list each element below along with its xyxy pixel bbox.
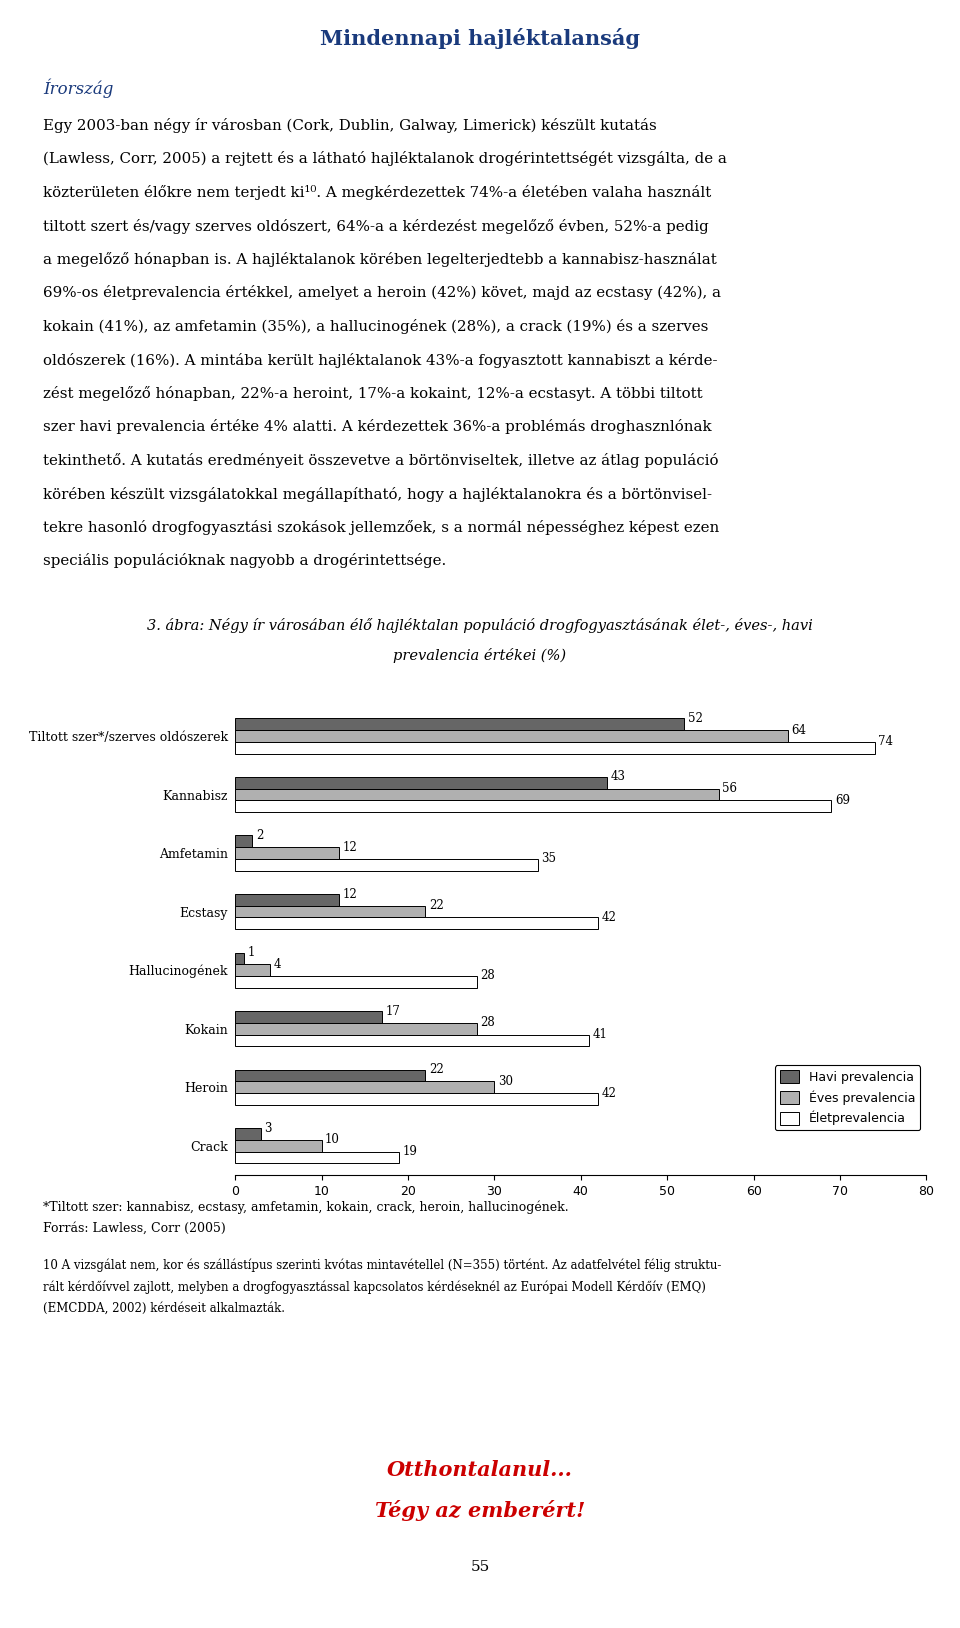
- Bar: [235, 718, 684, 729]
- Text: tiltott szert és/vagy szerves oldószert, 64%-a a kérdezést megelőző évben, 52%-a: tiltott szert és/vagy szerves oldószert,…: [43, 218, 708, 233]
- Text: Forrás: Lawless, Corr (2005): Forrás: Lawless, Corr (2005): [43, 1223, 226, 1236]
- Bar: [235, 1128, 261, 1140]
- Text: közterületen élőkre nem terjedt ki¹⁰. A megkérdezettek 74%-a életében valaha has: közterületen élőkre nem terjedt ki¹⁰. A …: [43, 186, 711, 200]
- Bar: [235, 801, 831, 812]
- Text: tekre hasonló drogfogyasztási szokások jellemzőek, s a normál népességhez képest: tekre hasonló drogfogyasztási szokások j…: [43, 519, 719, 536]
- Bar: [235, 742, 875, 754]
- Bar: [235, 975, 477, 988]
- Text: 22: 22: [429, 1063, 444, 1076]
- Text: 1: 1: [248, 946, 254, 959]
- Text: 10: 10: [325, 1133, 340, 1146]
- Text: 4: 4: [274, 957, 280, 970]
- Bar: [235, 964, 270, 975]
- Text: prevalencia értékei (%): prevalencia értékei (%): [394, 648, 566, 663]
- Text: 2: 2: [256, 829, 263, 842]
- Text: 42: 42: [602, 912, 616, 925]
- Text: Otthontalanul...: Otthontalanul...: [387, 1460, 573, 1480]
- Bar: [235, 1140, 322, 1151]
- Text: 10 A vizsgálat nem, kor és szállástípus szerinti kvótas mintavétellel (N=355) tö: 10 A vizsgálat nem, kor és szállástípus …: [43, 1258, 722, 1271]
- Text: tekinthető. A kutatás eredményeit összevetve a börtönviseltek, illetve az átlag : tekinthető. A kutatás eredményeit összev…: [43, 453, 719, 467]
- Text: speciális populációknak nagyobb a drogérintettsége.: speciális populációknak nagyobb a drogér…: [43, 554, 446, 568]
- Text: Egy 2003-ban négy ír városban (Cork, Dublin, Galway, Limerick) készült kutatás: Egy 2003-ban négy ír városban (Cork, Dub…: [43, 117, 657, 133]
- Text: 43: 43: [611, 770, 625, 783]
- Text: 28: 28: [481, 1016, 495, 1029]
- Text: 17: 17: [386, 1004, 400, 1018]
- Text: 56: 56: [723, 781, 737, 794]
- Text: 41: 41: [593, 1027, 608, 1040]
- Text: 35: 35: [541, 853, 556, 866]
- Bar: [235, 847, 339, 860]
- Bar: [235, 1151, 399, 1164]
- Text: (Lawless, Corr, 2005) a rejtett és a látható hajléktalanok drogérintettségét viz: (Lawless, Corr, 2005) a rejtett és a lát…: [43, 151, 727, 166]
- Text: Írország: Írország: [43, 78, 113, 98]
- Text: körében készült vizsgálatokkal megállapítható, hogy a hajléktalanokra és a börtö: körében készült vizsgálatokkal megállapí…: [43, 487, 712, 501]
- Text: szer havi prevalencia értéke 4% alatti. A kérdezettek 36%-a problémás droghasznl: szer havi prevalencia értéke 4% alatti. …: [43, 420, 711, 435]
- Legend: Havi prevalencia, Éves prevalencia, Életprevalencia: Havi prevalencia, Éves prevalencia, Élet…: [775, 1065, 920, 1130]
- Text: 12: 12: [343, 887, 357, 900]
- Bar: [235, 905, 425, 918]
- Bar: [235, 729, 788, 742]
- Text: 22: 22: [429, 899, 444, 912]
- Text: 28: 28: [481, 970, 495, 982]
- Text: *Tiltott szer: kannabisz, ecstasy, amfetamin, kokain, crack, heroin, hallucinogé: *Tiltott szer: kannabisz, ecstasy, amfet…: [43, 1200, 569, 1213]
- Text: 3: 3: [265, 1122, 272, 1135]
- Text: oldószerek (16%). A mintába került hajléktalanok 43%-a fogyasztott kannabiszt a : oldószerek (16%). A mintába került hajlé…: [43, 353, 718, 368]
- Bar: [235, 788, 719, 801]
- Text: 12: 12: [343, 840, 357, 853]
- Bar: [235, 894, 339, 905]
- Text: 69%-os életprevalencia értékkel, amelyet a heroin (42%) követ, majd az ecstasy (: 69%-os életprevalencia értékkel, amelyet…: [43, 285, 721, 301]
- Text: 3. ábra: Négy ír városában élő hajléktalan populáció drogfogyasztásának élet-, é: 3. ábra: Négy ír városában élő hajléktal…: [147, 619, 813, 633]
- Bar: [235, 1034, 589, 1047]
- Text: 55: 55: [470, 1560, 490, 1574]
- Bar: [235, 1092, 598, 1105]
- Text: 69: 69: [835, 794, 850, 807]
- Bar: [235, 860, 538, 871]
- Text: Tégy az emberért!: Tégy az emberért!: [374, 1499, 586, 1521]
- Bar: [235, 918, 598, 930]
- Text: a megelőző hónapban is. A hajléktalanok körében legelterjedtebb a kannabisz-hasz: a megelőző hónapban is. A hajléktalanok …: [43, 252, 717, 267]
- Bar: [235, 1070, 425, 1081]
- Bar: [235, 1022, 477, 1034]
- Text: 64: 64: [792, 723, 806, 736]
- Text: 74: 74: [878, 736, 893, 749]
- Text: rált kérdőívvel zajlott, melyben a drogfogyasztással kapcsolatos kérdéseknél az : rált kérdőívvel zajlott, melyben a drogf…: [43, 1280, 706, 1294]
- Text: 52: 52: [688, 711, 703, 724]
- Text: Mindennapi hajléktalanság: Mindennapi hajléktalanság: [320, 28, 640, 49]
- Text: 42: 42: [602, 1086, 616, 1099]
- Bar: [235, 835, 252, 847]
- Text: 19: 19: [403, 1144, 418, 1158]
- Bar: [235, 1081, 494, 1092]
- Bar: [235, 952, 244, 964]
- Bar: [235, 777, 607, 788]
- Text: 30: 30: [498, 1074, 513, 1088]
- Text: zést megelőző hónapban, 22%-a heroint, 17%-a kokaint, 12%-a ecstasyt. A többi ti: zést megelőző hónapban, 22%-a heroint, 1…: [43, 386, 703, 400]
- Bar: [235, 1011, 382, 1022]
- Text: kokain (41%), az amfetamin (35%), a hallucinogének (28%), a crack (19%) és a sze: kokain (41%), az amfetamin (35%), a hall…: [43, 319, 708, 334]
- Text: (EMCDDA, 2002) kérdéseit alkalmazták.: (EMCDDA, 2002) kérdéseit alkalmazták.: [43, 1302, 285, 1315]
